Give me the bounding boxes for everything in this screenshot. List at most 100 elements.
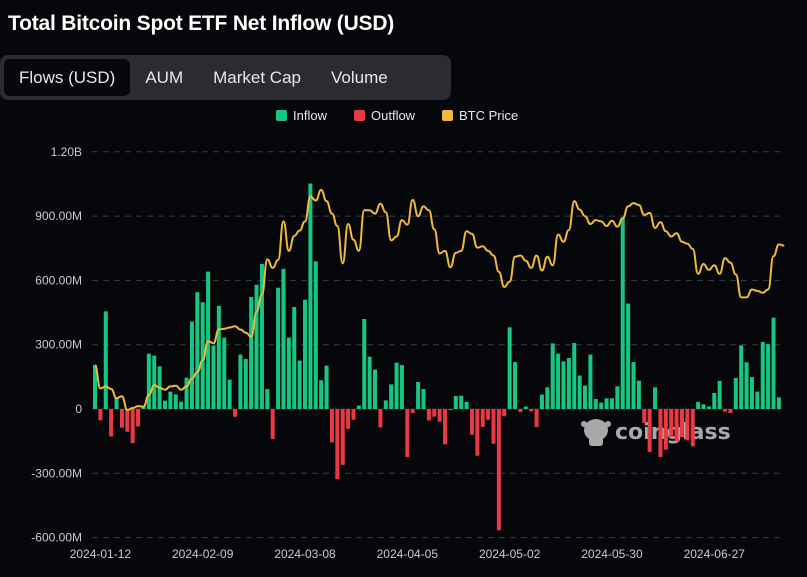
inflow-bar[interactable] bbox=[712, 392, 717, 409]
inflow-bar[interactable] bbox=[227, 379, 232, 409]
inflow-bar[interactable] bbox=[195, 292, 200, 409]
outflow-bar[interactable] bbox=[109, 409, 114, 437]
outflow-bar[interactable] bbox=[426, 409, 431, 421]
outflow-bar[interactable] bbox=[340, 409, 345, 465]
outflow-bar[interactable] bbox=[491, 409, 496, 444]
outflow-bar[interactable] bbox=[679, 409, 684, 438]
inflow-bar[interactable] bbox=[556, 353, 561, 409]
inflow-bar[interactable] bbox=[394, 362, 399, 409]
inflow-bar[interactable] bbox=[577, 375, 582, 409]
outflow-bar[interactable] bbox=[329, 409, 334, 443]
outflow-bar[interactable] bbox=[529, 409, 534, 412]
inflow-bar[interactable] bbox=[566, 357, 571, 409]
inflow-bar[interactable] bbox=[249, 296, 254, 409]
outflow-bar[interactable] bbox=[469, 409, 474, 435]
outflow-bar[interactable] bbox=[642, 409, 647, 423]
inflow-bar[interactable] bbox=[211, 345, 216, 409]
inflow-bar[interactable] bbox=[523, 406, 528, 409]
inflow-bar[interactable] bbox=[308, 183, 313, 409]
outflow-bar[interactable] bbox=[98, 409, 103, 421]
tab-flows[interactable]: Flows (USD) bbox=[4, 59, 131, 96]
inflow-bar[interactable] bbox=[259, 263, 264, 409]
inflow-bar[interactable] bbox=[286, 337, 291, 409]
outflow-bar[interactable] bbox=[119, 409, 124, 428]
outflow-bar[interactable] bbox=[475, 409, 480, 456]
inflow-bar[interactable] bbox=[276, 287, 281, 409]
inflow-bar[interactable] bbox=[222, 337, 227, 409]
inflow-bar[interactable] bbox=[238, 354, 243, 409]
outflow-bar[interactable] bbox=[233, 409, 238, 417]
outflow-bar[interactable] bbox=[378, 409, 383, 428]
inflow-bar[interactable] bbox=[701, 404, 706, 409]
inflow-bar[interactable] bbox=[146, 353, 151, 409]
outflow-bar[interactable] bbox=[663, 409, 668, 450]
inflow-bar[interactable] bbox=[281, 268, 286, 409]
inflow-bar[interactable] bbox=[324, 365, 329, 409]
inflow-bar[interactable] bbox=[373, 369, 378, 409]
outflow-bar[interactable] bbox=[723, 409, 728, 412]
inflow-bar[interactable] bbox=[539, 394, 544, 409]
outflow-bar[interactable] bbox=[674, 409, 679, 442]
inflow-bar[interactable] bbox=[749, 377, 754, 409]
inflow-bar[interactable] bbox=[583, 385, 588, 409]
inflow-bar[interactable] bbox=[189, 321, 194, 409]
inflow-bar[interactable] bbox=[604, 398, 609, 409]
inflow-bar[interactable] bbox=[636, 380, 641, 409]
inflow-bar[interactable] bbox=[313, 261, 318, 409]
inflow-bar[interactable] bbox=[453, 395, 458, 409]
outflow-bar[interactable] bbox=[728, 409, 733, 414]
outflow-bar[interactable] bbox=[346, 409, 351, 429]
outflow-bar[interactable] bbox=[669, 409, 674, 438]
outflow-bar[interactable] bbox=[658, 409, 663, 458]
legend-btc-price[interactable]: BTC Price bbox=[442, 108, 518, 123]
inflow-bar[interactable] bbox=[464, 401, 469, 409]
outflow-bar[interactable] bbox=[496, 409, 501, 531]
inflow-bar[interactable] bbox=[265, 389, 270, 409]
outflow-bar[interactable] bbox=[480, 409, 485, 428]
inflow-bar[interactable] bbox=[421, 389, 426, 409]
inflow-bar[interactable] bbox=[389, 384, 394, 409]
inflow-bar[interactable] bbox=[755, 391, 760, 409]
legend-inflow[interactable]: Inflow bbox=[276, 108, 328, 123]
tab-volume[interactable]: Volume bbox=[331, 68, 388, 87]
inflow-bar[interactable] bbox=[356, 405, 361, 409]
inflow-bar[interactable] bbox=[550, 343, 555, 409]
inflow-bar[interactable] bbox=[168, 391, 173, 409]
outflow-bar[interactable] bbox=[690, 409, 695, 447]
legend-outflow[interactable]: Outflow bbox=[354, 108, 416, 123]
inflow-bar[interactable] bbox=[631, 362, 636, 409]
inflow-bar[interactable] bbox=[416, 381, 421, 409]
inflow-bar[interactable] bbox=[717, 380, 722, 409]
inflow-bar[interactable] bbox=[399, 365, 404, 409]
inflow-bar[interactable] bbox=[599, 402, 604, 409]
inflow-bar[interactable] bbox=[626, 303, 631, 409]
inflow-bar[interactable] bbox=[459, 395, 464, 409]
outflow-bar[interactable] bbox=[534, 409, 539, 428]
inflow-bar[interactable] bbox=[114, 398, 119, 409]
inflow-bar[interactable] bbox=[593, 398, 598, 409]
outflow-bar[interactable] bbox=[685, 409, 690, 441]
inflow-bar[interactable] bbox=[173, 394, 178, 409]
inflow-bar[interactable] bbox=[706, 406, 711, 409]
inflow-bar[interactable] bbox=[653, 387, 658, 409]
inflow-bar[interactable] bbox=[696, 401, 701, 409]
inflow-bar[interactable] bbox=[609, 398, 614, 409]
outflow-bar[interactable] bbox=[335, 409, 340, 480]
inflow-bar[interactable] bbox=[103, 311, 108, 409]
inflow-bar[interactable] bbox=[588, 354, 593, 409]
inflow-bar[interactable] bbox=[163, 400, 168, 409]
outflow-bar[interactable] bbox=[125, 409, 130, 432]
inflow-bar[interactable] bbox=[367, 356, 372, 409]
inflow-bar[interactable] bbox=[292, 306, 297, 409]
outflow-bar[interactable] bbox=[410, 409, 415, 414]
inflow-bar[interactable] bbox=[243, 359, 248, 409]
inflow-bar[interactable] bbox=[362, 318, 367, 409]
inflow-bar[interactable] bbox=[179, 401, 184, 409]
tab-market-cap[interactable]: Market Cap bbox=[213, 68, 301, 87]
inflow-bar[interactable] bbox=[254, 284, 259, 409]
outflow-bar[interactable] bbox=[437, 409, 442, 422]
inflow-bar[interactable] bbox=[152, 355, 157, 409]
inflow-bar[interactable] bbox=[733, 377, 738, 409]
inflow-bar[interactable] bbox=[561, 361, 566, 409]
inflow-bar[interactable] bbox=[766, 344, 771, 409]
